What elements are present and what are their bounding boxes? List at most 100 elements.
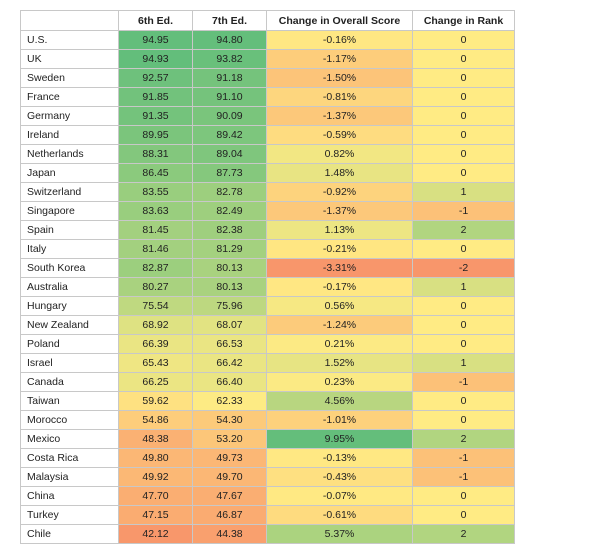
value-cell: 1 (412, 277, 515, 297)
table-row: Turkey 47.15 46.87 -0.61% 0 (20, 505, 515, 525)
country-cell: South Korea (20, 258, 119, 278)
value-cell: 0 (412, 505, 515, 525)
value-cell: 81.29 (192, 239, 267, 259)
country-cell: Italy (20, 239, 119, 259)
table-row: Malaysia 49.92 49.70 -0.43% -1 (20, 467, 515, 487)
value-cell: 93.82 (192, 49, 267, 69)
value-cell: 0 (412, 296, 515, 316)
value-cell: -0.43% (266, 467, 413, 487)
value-cell: 80.27 (118, 277, 193, 297)
column-header: Change in Rank (412, 10, 515, 31)
value-cell: 75.54 (118, 296, 193, 316)
value-cell: 1.13% (266, 220, 413, 240)
table-row: France 91.85 91.10 -0.81% 0 (20, 87, 515, 107)
table-row: South Korea 82.87 80.13 -3.31% -2 (20, 258, 515, 278)
country-cell: Canada (20, 372, 119, 392)
value-cell: 0 (412, 106, 515, 126)
table-row: Canada 66.25 66.40 0.23% -1 (20, 372, 515, 392)
value-cell: 68.07 (192, 315, 267, 335)
value-cell: 89.42 (192, 125, 267, 145)
country-cell: France (20, 87, 119, 107)
value-cell: 82.87 (118, 258, 193, 278)
country-cell: Australia (20, 277, 119, 297)
value-cell: 88.31 (118, 144, 193, 164)
value-cell: 91.85 (118, 87, 193, 107)
column-header: Change in Overall Score (266, 10, 413, 31)
value-cell: 81.46 (118, 239, 193, 259)
country-cell: Mexico (20, 429, 119, 449)
value-cell: 0 (412, 144, 515, 164)
value-cell: -1.01% (266, 410, 413, 430)
value-cell: -0.16% (266, 30, 413, 50)
value-cell: 65.43 (118, 353, 193, 373)
value-cell: 83.63 (118, 201, 193, 221)
value-cell: 5.37% (266, 524, 413, 544)
value-cell: 0 (412, 391, 515, 411)
table-row: New Zealand 68.92 68.07 -1.24% 0 (20, 315, 515, 335)
value-cell: 94.80 (192, 30, 267, 50)
table-row: Hungary 75.54 75.96 0.56% 0 (20, 296, 515, 316)
value-cell: -0.21% (266, 239, 413, 259)
value-cell: 66.25 (118, 372, 193, 392)
value-cell: 47.70 (118, 486, 193, 506)
value-cell: 42.12 (118, 524, 193, 544)
table-row: Morocco 54.86 54.30 -1.01% 0 (20, 410, 515, 430)
table-row: Spain 81.45 82.38 1.13% 2 (20, 220, 515, 240)
value-cell: 0.21% (266, 334, 413, 354)
value-cell: 49.92 (118, 467, 193, 487)
value-cell: 53.20 (192, 429, 267, 449)
value-cell: -1 (412, 467, 515, 487)
value-cell: 66.40 (192, 372, 267, 392)
value-cell: 89.95 (118, 125, 193, 145)
value-cell: -2 (412, 258, 515, 278)
country-cell: Ireland (20, 125, 119, 145)
table-row: Costa Rica 49.80 49.73 -0.13% -1 (20, 448, 515, 468)
value-cell: 49.80 (118, 448, 193, 468)
value-cell: 0 (412, 87, 515, 107)
country-cell: Hungary (20, 296, 119, 316)
value-cell: 2 (412, 220, 515, 240)
value-cell: 2 (412, 429, 515, 449)
country-cell: Chile (20, 524, 119, 544)
value-cell: -1 (412, 201, 515, 221)
value-cell: -1.37% (266, 201, 413, 221)
value-cell: 82.49 (192, 201, 267, 221)
value-cell: 91.35 (118, 106, 193, 126)
value-cell: 90.09 (192, 106, 267, 126)
value-cell: 0 (412, 410, 515, 430)
value-cell: 0 (412, 30, 515, 50)
value-cell: 83.55 (118, 182, 193, 202)
table-row: Germany 91.35 90.09 -1.37% 0 (20, 106, 515, 126)
value-cell: 66.53 (192, 334, 267, 354)
table-row: UK 94.93 93.82 -1.17% 0 (20, 49, 515, 69)
table-row: Poland 66.39 66.53 0.21% 0 (20, 334, 515, 354)
table-row: U.S. 94.95 94.80 -0.16% 0 (20, 30, 515, 50)
table-row: Japan 86.45 87.73 1.48% 0 (20, 163, 515, 183)
value-cell: 4.56% (266, 391, 413, 411)
value-cell: 0 (412, 486, 515, 506)
table-row: Ireland 89.95 89.42 -0.59% 0 (20, 125, 515, 145)
table-row: Italy 81.46 81.29 -0.21% 0 (20, 239, 515, 259)
country-cell: Sweden (20, 68, 119, 88)
value-cell: 62.33 (192, 391, 267, 411)
value-cell: 66.39 (118, 334, 193, 354)
value-cell: -1.24% (266, 315, 413, 335)
value-cell: -0.59% (266, 125, 413, 145)
value-cell: 91.18 (192, 68, 267, 88)
value-cell: -0.07% (266, 486, 413, 506)
value-cell: 82.38 (192, 220, 267, 240)
value-cell: 0 (412, 334, 515, 354)
table-row: Sweden 92.57 91.18 -1.50% 0 (20, 68, 515, 88)
value-cell: 94.95 (118, 30, 193, 50)
country-cell: Germany (20, 106, 119, 126)
value-cell: 59.62 (118, 391, 193, 411)
value-cell: -1 (412, 448, 515, 468)
value-cell: 0 (412, 68, 515, 88)
country-cell: Spain (20, 220, 119, 240)
value-cell: 89.04 (192, 144, 267, 164)
value-cell: -0.61% (266, 505, 413, 525)
country-cell: China (20, 486, 119, 506)
value-cell: -3.31% (266, 258, 413, 278)
country-cell: UK (20, 49, 119, 69)
value-cell: 2 (412, 524, 515, 544)
